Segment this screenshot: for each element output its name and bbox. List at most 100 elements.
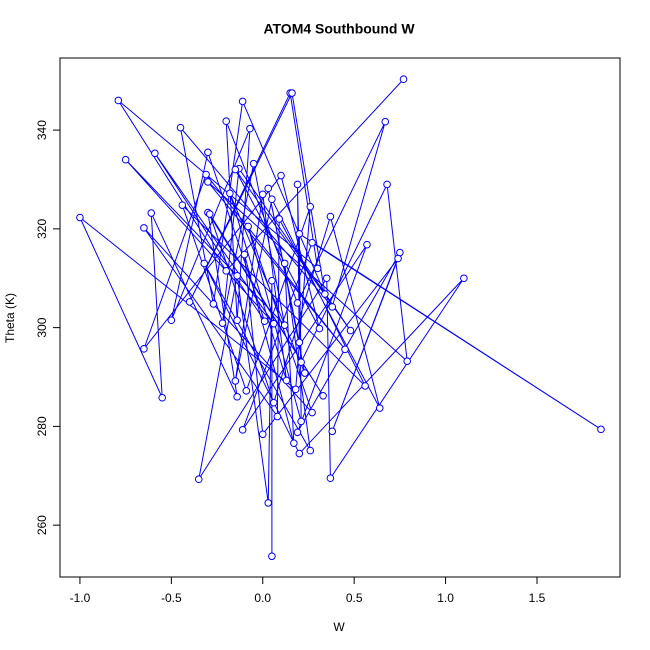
y-tick-label: 320: [35, 219, 49, 239]
data-point: [288, 89, 296, 97]
data-point: [275, 215, 284, 223]
data-point: [202, 170, 210, 179]
data-point: [295, 449, 304, 458]
data-point: [361, 382, 369, 390]
data-point: [231, 377, 240, 385]
data-point: [269, 398, 278, 407]
data-point: [306, 202, 315, 211]
data-point: [280, 321, 289, 329]
x-tick-label: 1.5: [529, 591, 546, 605]
data-point: [328, 427, 337, 436]
data-point: [178, 201, 187, 209]
x-tick-label: -0.5: [161, 591, 182, 605]
data-point: [295, 338, 304, 347]
data-point: [264, 184, 273, 193]
data-point: [301, 369, 309, 377]
data-point: [383, 180, 391, 189]
x-tick-label: -1.0: [70, 591, 91, 605]
data-point: [280, 259, 289, 268]
data-point: [394, 254, 402, 263]
chart-title: ATOM4 Southbound W: [263, 21, 415, 37]
data-point: [140, 224, 148, 232]
data-point: [268, 276, 276, 285]
data-point: [249, 159, 258, 168]
data-point: [238, 426, 247, 434]
data-line: [79, 78, 602, 557]
data-point: [244, 222, 252, 231]
data-point: [268, 552, 276, 561]
data-point: [291, 385, 300, 394]
data-point: [218, 319, 227, 327]
y-tick-label: 260: [35, 515, 49, 535]
data-point: [176, 123, 185, 132]
data-point: [222, 117, 230, 126]
data-point: [322, 274, 331, 283]
data-point: [260, 317, 269, 326]
data-point: [258, 430, 267, 439]
data-point: [297, 358, 305, 366]
data-point: [233, 271, 241, 280]
data-point: [76, 213, 84, 222]
data-point: [381, 117, 390, 126]
x-tick-label: 0.0: [254, 591, 271, 605]
data-point: [282, 376, 291, 385]
data-point: [200, 259, 209, 268]
data-point: [233, 316, 241, 325]
data-point: [209, 300, 218, 308]
data-point: [140, 345, 148, 353]
data-point: [399, 75, 408, 84]
data-point: [319, 391, 327, 400]
data-point: [313, 264, 322, 273]
data-point: [258, 190, 267, 199]
data-point: [306, 446, 315, 455]
data-point: [326, 212, 335, 221]
data-point: [240, 250, 249, 259]
data-point: [167, 316, 176, 325]
data-point: [151, 149, 159, 158]
data-point: [158, 393, 167, 402]
data-point: [231, 165, 240, 174]
data-point: [315, 324, 324, 333]
data-point: [328, 303, 337, 311]
data-point: [363, 240, 371, 249]
data-point: [264, 499, 273, 507]
data-point: [121, 155, 130, 164]
x-tick-label: 1.0: [437, 591, 454, 605]
data-point: [242, 387, 251, 395]
data-point: [273, 412, 282, 421]
data-point: [308, 238, 316, 247]
data-point: [597, 425, 605, 434]
data-point: [293, 428, 302, 437]
data-point: [293, 180, 302, 189]
data-point: [205, 210, 214, 218]
data-point: [321, 290, 329, 298]
data-point: [268, 195, 276, 204]
data-point: [375, 404, 384, 412]
data-point: [269, 319, 278, 328]
data-point: [277, 171, 285, 180]
data-point: [460, 274, 468, 283]
data-point: [194, 475, 203, 484]
data-point: [326, 474, 335, 483]
data-point: [403, 357, 411, 366]
data-point: [308, 408, 316, 417]
data-point: [147, 209, 156, 217]
data-point: [204, 178, 212, 186]
x-tick-label: 0.5: [346, 591, 363, 605]
data-point: [226, 189, 234, 198]
y-tick-label: 300: [35, 317, 49, 337]
y-axis-label: Theta (K): [3, 293, 17, 343]
data-point: [185, 298, 194, 306]
y-tick-label: 340: [35, 120, 49, 140]
data-point: [246, 124, 254, 133]
data-point: [297, 417, 305, 426]
data-point: [233, 392, 241, 401]
data-point: [293, 299, 302, 307]
x-axis-label: W: [333, 620, 345, 634]
data-point: [295, 229, 304, 238]
data-point: [341, 345, 349, 354]
data-point: [346, 326, 355, 335]
data-point: [204, 148, 212, 157]
y-tick-label: 280: [35, 416, 49, 436]
